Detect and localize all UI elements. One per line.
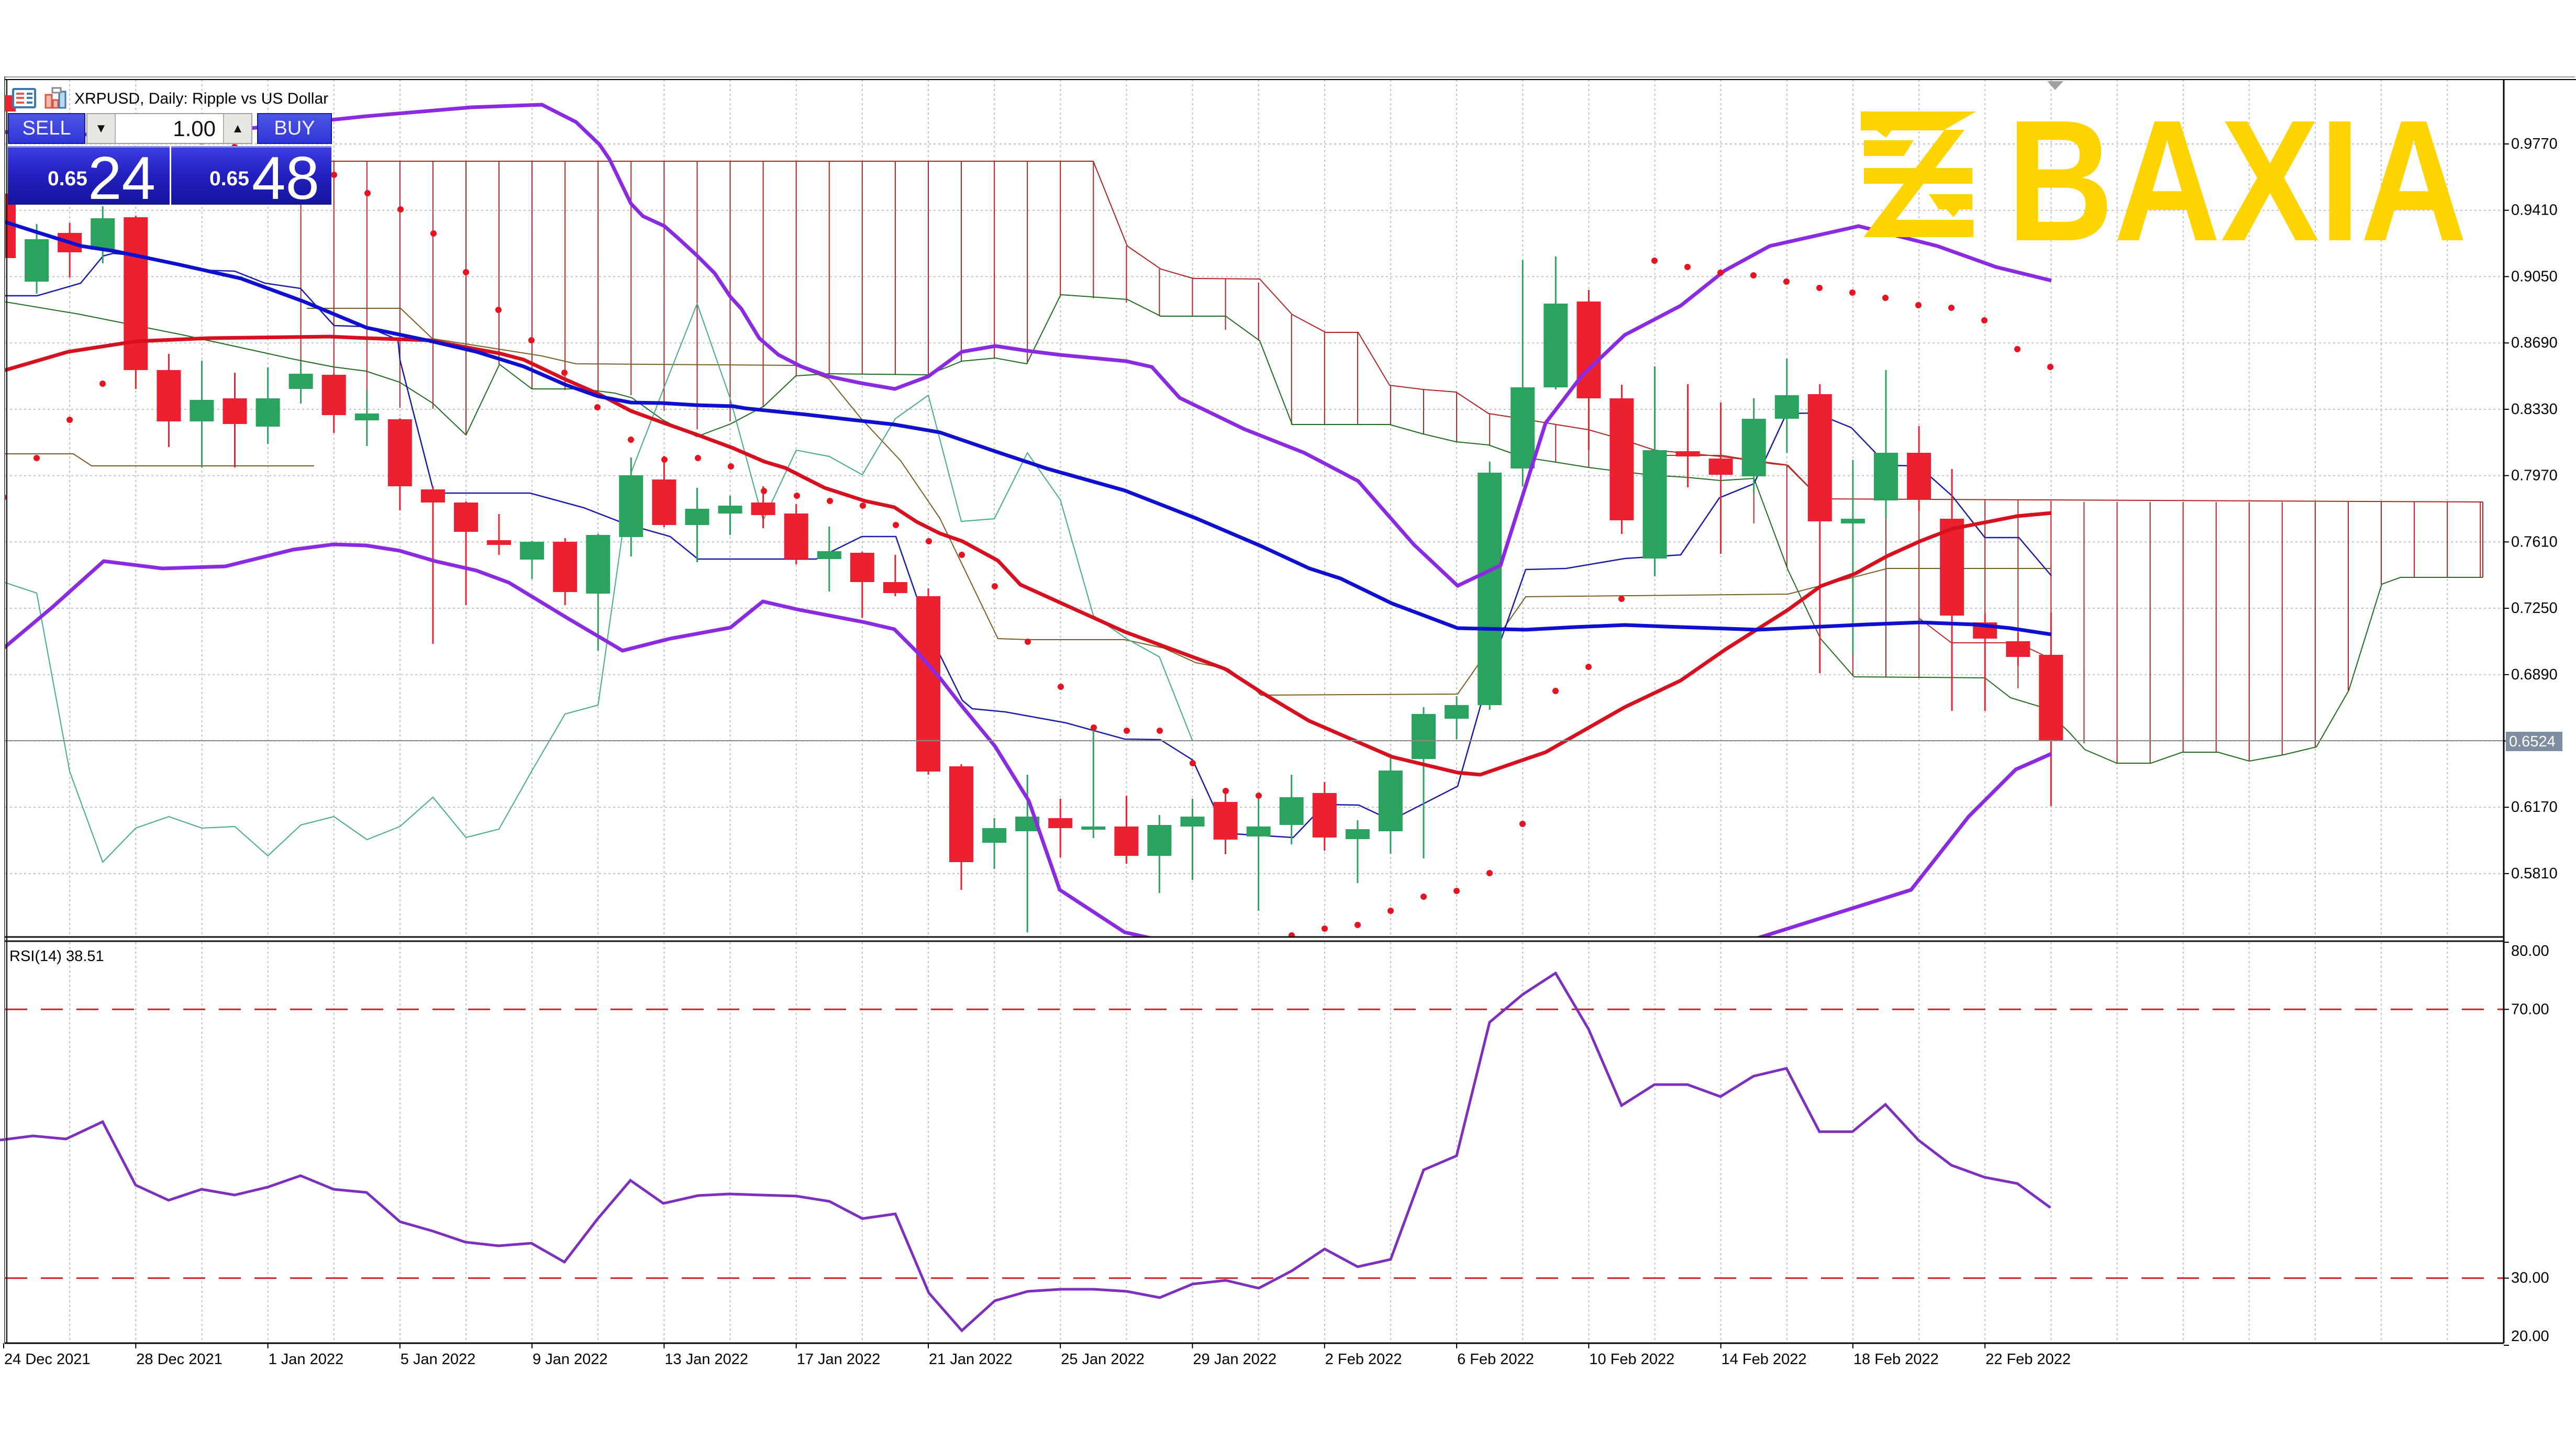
svg-text:0.9050: 0.9050 [2511, 268, 2558, 285]
svg-text:1 Jan 2022: 1 Jan 2022 [269, 1351, 344, 1368]
svg-text:0.9410: 0.9410 [2511, 202, 2558, 219]
svg-text:17 Jan 2022: 17 Jan 2022 [797, 1351, 881, 1368]
svg-text:21 Jan 2022: 21 Jan 2022 [929, 1351, 1013, 1368]
svg-text:14 Feb 2022: 14 Feb 2022 [1722, 1351, 1807, 1368]
svg-text:BAXIA: BAXIA [2007, 84, 2467, 277]
svg-text:6 Feb 2022: 6 Feb 2022 [1457, 1351, 1534, 1368]
svg-text:18 Feb 2022: 18 Feb 2022 [1853, 1351, 1939, 1368]
svg-text:XRPUSD, Daily: Ripple vs US D: XRPUSD, Daily: Ripple vs US Dollar [74, 90, 328, 107]
svg-text:9 Jan 2022: 9 Jan 2022 [532, 1351, 608, 1368]
svg-text:25 Jan 2022: 25 Jan 2022 [1061, 1351, 1145, 1368]
svg-text:0.8330: 0.8330 [2511, 401, 2558, 418]
svg-text:RSI(14) 38.51: RSI(14) 38.51 [9, 948, 104, 965]
svg-text:28 Dec 2021: 28 Dec 2021 [136, 1351, 222, 1368]
svg-text:5 Jan 2022: 5 Jan 2022 [401, 1351, 476, 1368]
svg-text:0.5810: 0.5810 [2511, 865, 2558, 882]
svg-text:29 Jan 2022: 29 Jan 2022 [1193, 1351, 1277, 1368]
svg-text:20.00: 20.00 [2511, 1328, 2549, 1345]
svg-text:22 Feb 2022: 22 Feb 2022 [1985, 1351, 2071, 1368]
svg-text:0.6170: 0.6170 [2511, 799, 2558, 816]
svg-text:0.9770: 0.9770 [2511, 136, 2558, 152]
svg-text:0.6890: 0.6890 [2511, 666, 2558, 683]
svg-text:80.00: 80.00 [2511, 943, 2549, 959]
svg-text:0.8690: 0.8690 [2511, 334, 2558, 351]
svg-text:0.7250: 0.7250 [2511, 600, 2558, 617]
svg-text:13 Jan 2022: 13 Jan 2022 [664, 1351, 748, 1368]
svg-text:70.00: 70.00 [2511, 1001, 2549, 1018]
svg-text:24 Dec 2021: 24 Dec 2021 [4, 1351, 90, 1368]
svg-text:10 Feb 2022: 10 Feb 2022 [1589, 1351, 1674, 1368]
svg-text:0.6524: 0.6524 [2509, 733, 2556, 750]
svg-text:2 Feb 2022: 2 Feb 2022 [1325, 1351, 1402, 1368]
svg-text:30.00: 30.00 [2511, 1270, 2549, 1287]
svg-text:0.7610: 0.7610 [2511, 533, 2558, 550]
svg-text:0.7970: 0.7970 [2511, 467, 2558, 484]
